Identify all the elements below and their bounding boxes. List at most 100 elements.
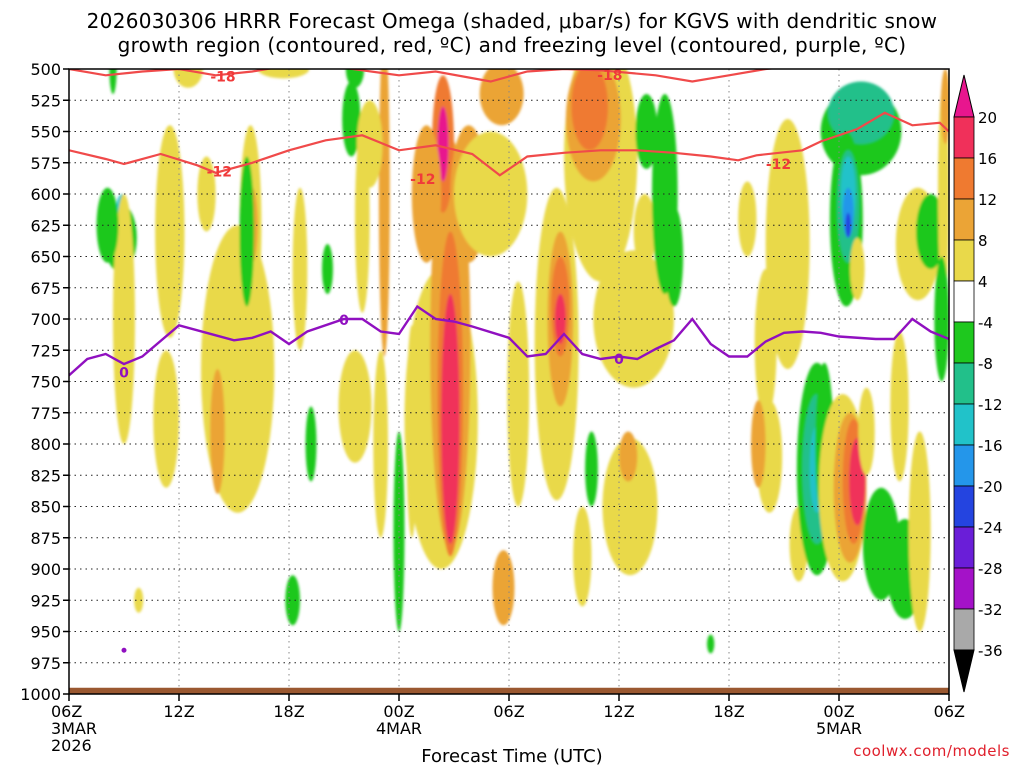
colorbar-label: -32 — [978, 601, 1003, 619]
omega-feature-67 — [845, 212, 851, 238]
colorbar-label: -20 — [978, 478, 1003, 496]
x-date-label: 3MAR — [51, 719, 97, 738]
dgz-contour--12 — [69, 111, 949, 177]
colorbar-label: -24 — [978, 519, 1003, 537]
colorbar-segment — [953, 526, 975, 569]
dgz-contour-label: -12 — [207, 164, 232, 180]
omega-feature-11 — [285, 575, 300, 626]
omega-feature-10 — [239, 156, 255, 307]
colorbar-label: -36 — [978, 642, 1003, 660]
omega-feature-45 — [619, 431, 638, 482]
freezing-level-contour — [69, 304, 949, 377]
y-tick-label: 825 — [30, 466, 61, 485]
colorbar-label: 16 — [978, 150, 997, 168]
freezing-level-dot — [121, 647, 127, 653]
colorbar-segment — [953, 157, 975, 200]
colorbar-segment — [953, 608, 975, 651]
colorbar-label: -16 — [978, 437, 1003, 455]
x-tick-label: 12Z — [603, 702, 634, 721]
omega-feature-68 — [850, 237, 865, 301]
omega-feature-54 — [765, 119, 810, 369]
x-tick-label: 18Z — [273, 702, 304, 721]
omega-feature-20 — [356, 100, 383, 188]
omega-feature-47 — [585, 431, 598, 507]
freezing-level-label: 0 — [339, 313, 349, 329]
freezing-level-label: 0 — [614, 352, 624, 368]
y-tick-label: 1000 — [20, 685, 61, 704]
y-tick-label: 550 — [30, 123, 61, 142]
omega-feature-88 — [257, 69, 310, 79]
colorbar-label: 8 — [978, 232, 988, 250]
omega-feature-62 — [828, 81, 894, 144]
y-tick-label: 500 — [30, 60, 61, 79]
colorbar-label: -28 — [978, 560, 1003, 578]
terrain-surface — [69, 687, 949, 694]
y-tick-label: 750 — [30, 373, 61, 392]
x-axis-title: Forecast Time (UTC) — [421, 746, 603, 767]
y-tick-label: 975 — [30, 654, 61, 673]
y-tick-label: 575 — [30, 154, 61, 173]
colorbar-segment — [953, 403, 975, 446]
x-tick-label: 06Z — [51, 702, 82, 721]
chart-title-line-2: growth region (contoured, red, ºC) and f… — [117, 33, 907, 57]
y-tick-label: 850 — [30, 498, 61, 517]
x-tick-label: 00Z — [823, 702, 854, 721]
colorbar-segment — [953, 321, 975, 364]
colorbar-over-triangle — [953, 74, 975, 118]
omega-shading — [96, 69, 949, 654]
y-tick-label: 725 — [30, 341, 61, 360]
credit-link[interactable]: coolwx.com/models — [853, 742, 1010, 760]
omega-feature-77 — [890, 331, 909, 482]
omega-feature-52 — [738, 181, 757, 257]
x-tick-label: 06Z — [493, 702, 524, 721]
y-tick-label: 700 — [30, 310, 61, 329]
omega-feature-80 — [908, 431, 931, 632]
omega-feature-34 — [507, 281, 530, 507]
dgz-contour-label: -12 — [410, 172, 435, 188]
y-tick-label: 800 — [30, 435, 61, 454]
omega-feature-84 — [134, 587, 144, 613]
omega-feature-46 — [633, 194, 656, 269]
x-tick-label: 00Z — [383, 702, 414, 721]
omega-feature-3 — [155, 125, 185, 338]
colorbar-segment — [953, 362, 975, 405]
omega-feature-43 — [593, 250, 675, 388]
omega-feature-4 — [153, 350, 180, 488]
omega-feature-56 — [751, 400, 766, 488]
omega-feature-33 — [492, 550, 515, 626]
x-tick-label: 18Z — [713, 702, 744, 721]
x-tick-label: 06Z — [934, 702, 965, 721]
colorbar-label: 12 — [978, 191, 997, 209]
omega-feature-26 — [441, 294, 460, 544]
x-tick-label: 12Z — [163, 702, 194, 721]
chart-title-line-1: 2026030306 HRRR Forecast Omega (shaded, … — [86, 9, 938, 33]
omega-feature-38 — [554, 294, 566, 344]
colorbar-label: -4 — [978, 314, 993, 332]
dgz-contour-label: -18 — [210, 69, 235, 85]
y-tick-label: 600 — [30, 185, 61, 204]
omega-feature-13 — [322, 244, 333, 294]
y-tick-label: 900 — [30, 560, 61, 579]
y-tick-label: 875 — [30, 529, 61, 548]
x-date-label: 4MAR — [376, 719, 422, 738]
dgz-contour--18 — [69, 69, 777, 83]
omega-feature-89 — [345, 69, 365, 88]
omega-feature-32 — [479, 69, 524, 126]
colorbar-segment — [953, 485, 975, 528]
omega-feature-42 — [571, 69, 608, 151]
omega-feature-87 — [173, 69, 203, 88]
omega-feature-39 — [573, 506, 592, 607]
colorbar-segment — [953, 198, 975, 241]
omega-feature-83 — [934, 256, 949, 382]
dgz-contour-label: -18 — [597, 68, 622, 84]
omega-feature-74 — [858, 387, 875, 476]
colorbar-segment — [953, 116, 975, 159]
colorbar-segment — [953, 280, 975, 323]
colorbar-label: -8 — [978, 355, 993, 373]
x-year-label: 2026 — [51, 736, 92, 755]
dgz-contour-label: -12 — [766, 157, 791, 173]
colorbar-label: 20 — [978, 109, 997, 127]
colorbar-label: 4 — [978, 273, 988, 291]
omega-feature-28 — [437, 106, 449, 182]
y-tick-label: 775 — [30, 404, 61, 423]
